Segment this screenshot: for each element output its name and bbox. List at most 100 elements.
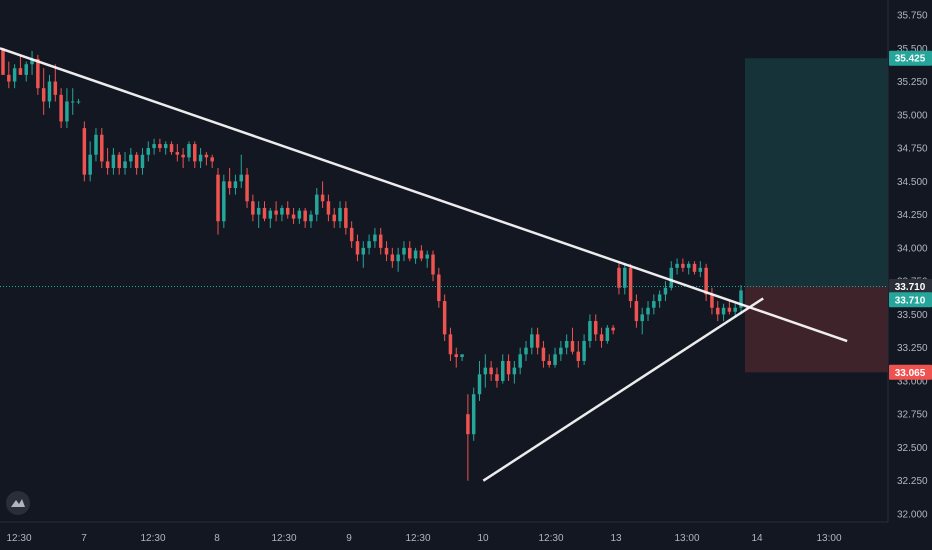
candle: [117, 152, 121, 175]
candle: [251, 194, 255, 222]
candle-body: [59, 94, 63, 122]
candle-body: [704, 267, 708, 295]
candle-body: [338, 207, 342, 222]
time-axis[interactable]: 12:30 7 12:30 8 12:30 9 12:30 10 12:30 13 13:00 14 1…: [6, 533, 841, 544]
long-position-tool[interactable]: [745, 58, 888, 373]
trendlines[interactable]: [0, 47, 848, 482]
candle-body: [686, 263, 691, 268]
candle-body: [1, 48, 5, 75]
candle: [65, 88, 69, 129]
candle: [332, 207, 336, 228]
candle: [576, 341, 581, 368]
candle-body: [94, 134, 98, 155]
candle: [686, 261, 691, 275]
candle: [593, 314, 598, 342]
candle-body: [297, 210, 302, 219]
profit-zone[interactable]: [745, 58, 888, 287]
logo-icon: [11, 499, 25, 507]
candle: [419, 245, 424, 262]
candle: [739, 285, 743, 315]
candle: [193, 141, 197, 169]
candle-body: [669, 267, 674, 288]
candle-body: [553, 354, 557, 365]
time-tick-label: 7: [81, 533, 87, 544]
candle-body: [344, 207, 348, 228]
candle-body: [419, 250, 424, 259]
candle: [367, 234, 371, 255]
candle: [681, 258, 685, 272]
candle-body: [396, 254, 400, 262]
candle-body: [501, 360, 505, 381]
candle: [59, 88, 63, 129]
candle-body: [175, 152, 180, 155]
candle: [716, 301, 720, 322]
candle: [100, 128, 104, 169]
candle-body: [355, 241, 360, 255]
candle: [210, 154, 214, 169]
candle-body: [105, 161, 110, 169]
trendline[interactable]: [482, 297, 764, 482]
candle-body: [710, 294, 714, 308]
candlestick-series: [1, 48, 743, 481]
candle-body: [454, 354, 459, 357]
candle-body: [489, 367, 493, 375]
candle: [326, 194, 331, 222]
candle: [291, 207, 296, 224]
candle-body: [431, 254, 435, 275]
price-tags: 35.425 33.710 33.710 33.065: [889, 50, 932, 380]
price-tag-label: 35.425: [895, 54, 926, 65]
time-tick-label: 9: [346, 533, 352, 544]
candle-body: [675, 263, 679, 268]
candle: [547, 354, 551, 368]
candle: [431, 250, 435, 282]
candle: [140, 148, 145, 175]
candle: [733, 303, 737, 318]
price-tick-label: 34.250: [897, 210, 928, 221]
candle-body: [384, 247, 389, 255]
price-tick-label: 32.000: [897, 510, 928, 521]
candle-body: [36, 58, 40, 89]
candle: [657, 290, 662, 308]
candle-body: [681, 263, 685, 268]
candle: [233, 174, 238, 195]
candle: [512, 360, 517, 384]
candle: [12, 64, 17, 89]
candle: [454, 347, 459, 368]
candle: [477, 360, 482, 401]
candle-body: [716, 307, 720, 315]
time-tick-label: 13:00: [674, 533, 699, 544]
candle: [727, 301, 732, 315]
candle-body: [605, 327, 610, 342]
candle: [18, 54, 23, 75]
candle: [198, 148, 203, 169]
price-tag: 33.710: [889, 292, 932, 308]
candle: [646, 301, 650, 322]
candle: [344, 201, 348, 235]
candle-body: [437, 274, 441, 302]
price-tick-label: 35.500: [897, 44, 928, 55]
candle: [413, 247, 418, 264]
candle: [570, 327, 575, 355]
candle: [82, 121, 87, 182]
candle-body: [547, 360, 551, 365]
candle-body: [152, 144, 156, 149]
candle: [564, 334, 569, 355]
candle: [518, 347, 522, 375]
candle-body: [512, 367, 517, 375]
candle: [489, 360, 493, 381]
price-tick-label: 33.250: [897, 343, 928, 354]
candle-body: [524, 347, 528, 355]
candle-body: [140, 154, 145, 169]
candle-body: [530, 334, 534, 348]
price-tag-background: [889, 364, 932, 380]
candle-body: [227, 181, 232, 188]
candle-body: [564, 341, 569, 348]
tradingview-logo[interactable]: [6, 491, 30, 515]
candle-body: [251, 201, 255, 215]
candle-body: [12, 68, 17, 82]
price-tag-background: [889, 292, 932, 308]
trendline[interactable]: [0, 47, 848, 343]
candle-body: [477, 374, 482, 395]
candle-body: [367, 241, 371, 248]
